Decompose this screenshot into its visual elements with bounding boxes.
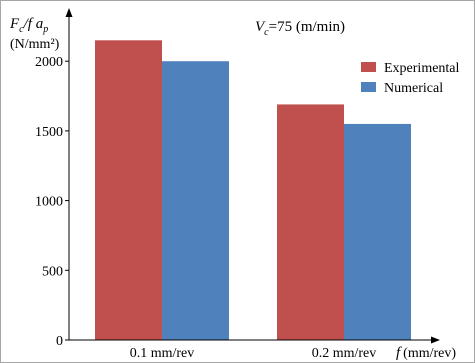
x-axis-label: f (mm/rev) (396, 345, 456, 361)
y-ticks-group: 0 500 1000 1500 2000 (35, 55, 69, 349)
x-tick-label: 0.1 mm/rev (130, 346, 195, 361)
y-tick-label: 0 (56, 334, 63, 349)
annotation-subscript: c (264, 27, 269, 38)
y-tick-label: 500 (42, 264, 63, 279)
bar-experimental-1 (95, 40, 162, 340)
y-axis-unit: (N/mm²) (10, 37, 60, 52)
x-axis-label-symbol: f (396, 345, 402, 361)
y-axis-label-f: F (9, 16, 20, 32)
y-axis-arrow (65, 8, 73, 17)
legend-swatch-numerical (361, 82, 376, 92)
x-axis-label-unit: (mm/rev) (403, 346, 456, 361)
x-ticks-group: 0.1 mm/rev 0.2 mm/rev (130, 346, 377, 361)
y-tick-label: 1000 (35, 195, 63, 210)
legend-label-experimental: Experimental (384, 61, 460, 76)
x-axis-arrow (431, 336, 440, 344)
bars-group (95, 40, 411, 341)
cutting-speed-annotation: Vc=75 (m/min) (255, 19, 345, 38)
bar-numerical-2 (344, 123, 411, 341)
annotation-value: =75 (m/min) (269, 19, 345, 35)
y-tick-label: 1500 (35, 125, 63, 140)
y-axis-label-slash: /f a (23, 16, 44, 32)
y-axis-label-sub-c: c (19, 24, 24, 35)
x-tick-label: 0.2 mm/rev (312, 346, 377, 361)
y-tick-label: 2000 (35, 55, 63, 70)
y-axis-label: Fc/f ap (9, 16, 48, 35)
bar-experimental-2 (277, 104, 344, 340)
legend-label-numerical: Numerical (384, 81, 443, 96)
bar-numerical-1 (162, 61, 229, 340)
annotation-symbol: V (255, 19, 266, 35)
legend-swatch-experimental (361, 62, 376, 72)
y-axis-label-sub-p: p (42, 24, 48, 35)
